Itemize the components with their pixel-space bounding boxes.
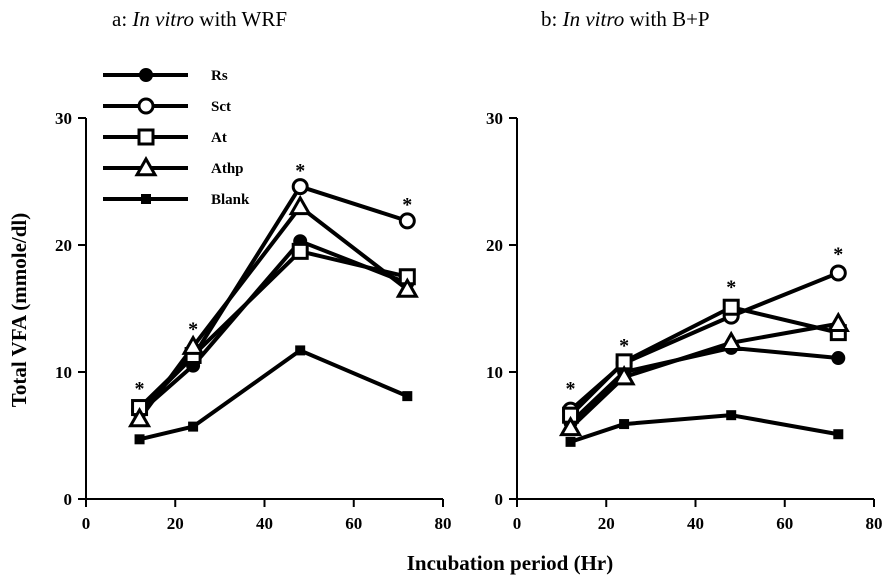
y-tick-label: 20 bbox=[486, 236, 503, 255]
series-line-athp bbox=[569, 321, 839, 430]
series-line-blank bbox=[139, 348, 409, 442]
x-tick-label: 0 bbox=[82, 514, 91, 533]
x-tick-label: 60 bbox=[345, 514, 362, 533]
legend-marker-sct bbox=[137, 97, 155, 115]
legend-marker-at bbox=[137, 128, 155, 146]
data-point-sct bbox=[829, 264, 847, 282]
data-point-athp bbox=[719, 330, 743, 352]
data-point-athp bbox=[288, 194, 312, 216]
legend-marker-rs bbox=[139, 68, 153, 82]
x-tick-label: 0 bbox=[513, 514, 522, 533]
x-tick-label: 80 bbox=[435, 514, 452, 533]
data-point-rs bbox=[831, 351, 846, 366]
significance-asterisk: * bbox=[833, 244, 843, 266]
panel-a-title: a: In vitro with WRF bbox=[112, 7, 287, 31]
y-tick-label: 10 bbox=[55, 363, 72, 382]
data-point-sct bbox=[291, 178, 309, 196]
data-point-athp bbox=[558, 415, 583, 437]
y-tick-label: 0 bbox=[64, 490, 73, 509]
significance-asterisk: * bbox=[619, 335, 629, 357]
panel-b-title: b: In vitro with B+P bbox=[541, 7, 710, 31]
series-line-athp bbox=[137, 204, 409, 421]
data-point-athp bbox=[181, 334, 205, 355]
legend-label-rs: Rs bbox=[211, 68, 228, 84]
series-line-blank bbox=[569, 413, 839, 444]
y-tick-label: 0 bbox=[495, 490, 504, 509]
data-point-blank bbox=[295, 345, 306, 356]
legend-label-athp: Athp bbox=[211, 161, 244, 177]
legend-label-at: At bbox=[211, 130, 227, 146]
data-point-athp bbox=[127, 406, 152, 428]
y-tick-label: 10 bbox=[486, 363, 503, 382]
x-tick-label: 20 bbox=[598, 514, 615, 533]
data-point-athp bbox=[612, 365, 636, 386]
significance-asterisk: * bbox=[135, 378, 145, 400]
y-tick-label: 20 bbox=[55, 236, 72, 255]
data-point-blank bbox=[188, 421, 199, 432]
data-point-at bbox=[291, 242, 309, 260]
x-tick-label: 20 bbox=[167, 514, 184, 533]
data-point-blank bbox=[402, 391, 413, 402]
significance-asterisk: * bbox=[402, 194, 412, 216]
significance-asterisk: * bbox=[726, 277, 736, 299]
y-tick-label: 30 bbox=[55, 109, 72, 128]
data-point-blank bbox=[565, 436, 576, 447]
data-point-blank bbox=[134, 434, 145, 445]
y-tick-label: 30 bbox=[486, 109, 503, 128]
legend-marker-blank bbox=[141, 194, 151, 204]
significance-asterisk: * bbox=[295, 160, 305, 182]
x-tick-label: 40 bbox=[687, 514, 704, 533]
data-point-blank bbox=[833, 429, 844, 440]
legend-label-sct: Sct bbox=[211, 99, 231, 115]
data-point-at bbox=[722, 298, 740, 316]
legend-label-blank: Blank bbox=[211, 192, 250, 208]
data-point-athp bbox=[395, 277, 419, 298]
x-tick-label: 60 bbox=[776, 514, 793, 533]
panel-a-plot: 0 10 20 30 0 20 40 60 80 * * * * bbox=[55, 109, 452, 533]
legend: Rs Sct At Athp Blank bbox=[103, 68, 250, 208]
x-tick-label: 40 bbox=[256, 514, 273, 533]
x-axis-label: Incubation period (Hr) bbox=[407, 551, 614, 575]
y-axis-label: Total VFA (mmole/dl) bbox=[7, 213, 31, 407]
series-line-rs bbox=[569, 345, 839, 425]
series-line-at bbox=[569, 305, 839, 417]
panel-b-plot: 0 10 20 30 0 20 40 60 80 * * * * bbox=[486, 109, 883, 533]
data-point-blank bbox=[619, 419, 630, 430]
legend-marker-athp bbox=[134, 155, 158, 177]
significance-asterisk: * bbox=[188, 319, 198, 341]
x-tick-label: 80 bbox=[866, 514, 883, 533]
significance-asterisk: * bbox=[566, 378, 576, 400]
data-point-sct bbox=[398, 212, 416, 230]
data-point-blank bbox=[726, 410, 737, 421]
data-point-athp bbox=[826, 311, 850, 332]
series-line-at bbox=[138, 249, 408, 409]
